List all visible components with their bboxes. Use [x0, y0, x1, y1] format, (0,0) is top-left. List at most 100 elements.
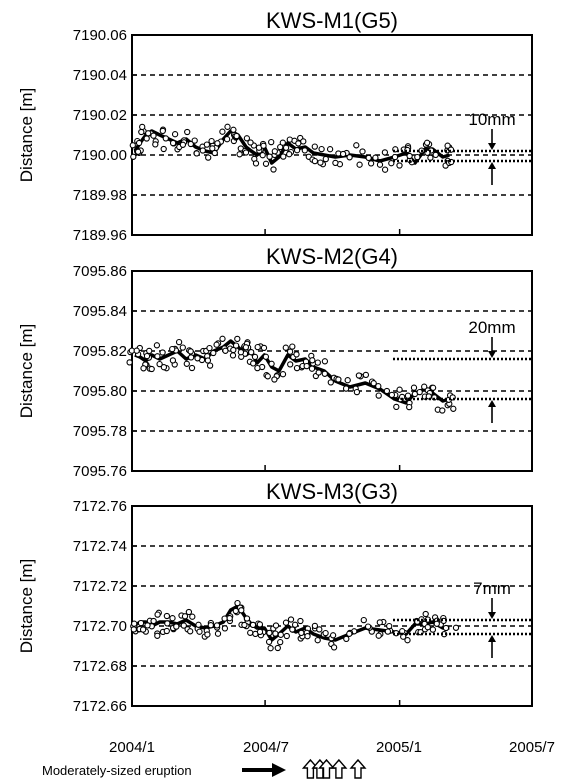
data-point: [282, 619, 290, 626]
data-point: [213, 622, 221, 629]
data-point: [293, 351, 300, 358]
y-tick-label: 7172.68: [73, 658, 127, 675]
data-point: [404, 392, 412, 399]
data-point: [406, 403, 413, 411]
data-point: [282, 344, 289, 351]
data-point: [211, 149, 218, 157]
y-tick-label: 7172.72: [73, 578, 127, 595]
data-point: [143, 352, 151, 360]
panel-title: KWS-M3(G3): [266, 479, 398, 504]
data-point: [234, 599, 241, 607]
data-point: [262, 160, 270, 167]
y-tick-label: 7190.02: [73, 107, 127, 124]
down-arrow-head: [488, 612, 496, 619]
data-point: [298, 629, 305, 637]
data-point: [327, 379, 334, 386]
data-point: [163, 627, 170, 635]
data-point: [425, 393, 432, 400]
data-point: [206, 362, 214, 369]
data-point: [450, 405, 457, 412]
data-point: [195, 621, 202, 628]
data-point: [187, 140, 194, 148]
data-point: [318, 145, 325, 153]
data-point: [210, 349, 217, 357]
data-point: [203, 141, 211, 148]
data-point: [150, 617, 157, 625]
data-point: [433, 620, 440, 627]
data-point: [283, 632, 290, 640]
data-point: [260, 344, 268, 352]
data-point: [259, 152, 266, 159]
data-point: [321, 358, 329, 365]
data-point: [353, 388, 361, 396]
data-point: [187, 348, 194, 355]
y-tick-label: 7095.86: [73, 263, 127, 280]
data-point: [154, 353, 161, 360]
data-point: [330, 644, 338, 651]
data-point: [221, 625, 229, 632]
data-point: [414, 153, 421, 161]
up-arrow-head: [488, 635, 496, 642]
data-point: [223, 136, 231, 143]
data-point: [256, 628, 264, 636]
data-point: [191, 137, 198, 144]
data-point: [137, 619, 145, 627]
data-point: [173, 623, 180, 630]
data-point: [204, 357, 212, 364]
data-point: [242, 149, 250, 156]
y-tick-label: 7095.84: [73, 303, 127, 320]
panel-1: KWS-M1(G5) Distance [m] 7190.06 7190.04 7190…: [17, 8, 533, 244]
data-point: [376, 619, 383, 626]
data-point: [280, 153, 287, 160]
x-tick-2005-01: 2005/1: [376, 739, 422, 756]
eruption-arrow-head: [272, 763, 286, 777]
y-tick-label: 7095.80: [73, 383, 127, 400]
y-tick-label: 7095.78: [73, 423, 127, 440]
data-point: [266, 153, 273, 160]
y-axis-label: Distance [m]: [17, 559, 36, 653]
data-point: [314, 637, 321, 644]
data-point: [256, 621, 264, 628]
data-point: [365, 154, 372, 162]
data-point: [262, 353, 270, 360]
data-point: [277, 143, 284, 151]
data-point: [289, 343, 296, 350]
data-point: [342, 385, 350, 392]
data-point: [314, 359, 321, 366]
eruption-markers: [301, 758, 367, 779]
data-point: [140, 365, 147, 372]
data-point: [148, 365, 155, 373]
data-point: [135, 139, 143, 147]
data-point: [293, 147, 301, 154]
eruption-legend: Moderately-sized eruption: [42, 758, 367, 779]
y-tick-label: 7189.96: [73, 227, 127, 244]
data-point: [287, 361, 294, 368]
data-point: [241, 621, 248, 629]
data-point: [421, 383, 428, 390]
data-point: [130, 153, 137, 160]
data-point: [393, 403, 400, 411]
data-point: [362, 371, 370, 379]
x-tick-2004-07: 2004/7: [243, 739, 289, 756]
panel-title: KWS-M1(G5): [266, 8, 398, 33]
data-point: [388, 160, 395, 167]
data-point: [154, 611, 161, 618]
data-point: [444, 142, 451, 149]
data-point: [250, 360, 257, 367]
data-point: [372, 154, 379, 161]
data-point: [346, 154, 353, 161]
data-point: [213, 341, 220, 348]
data-point: [360, 616, 367, 624]
data-point: [429, 384, 437, 391]
data-point: [205, 154, 212, 161]
data-point: [422, 610, 429, 618]
data-point: [219, 335, 226, 342]
data-point: [209, 145, 216, 152]
y-tick-label: 7095.76: [73, 463, 127, 480]
data-point: [332, 159, 339, 167]
data-point: [126, 359, 133, 366]
data-point: [381, 166, 389, 173]
data-point: [138, 128, 145, 136]
data-point: [423, 139, 431, 146]
data-point: [179, 344, 186, 351]
